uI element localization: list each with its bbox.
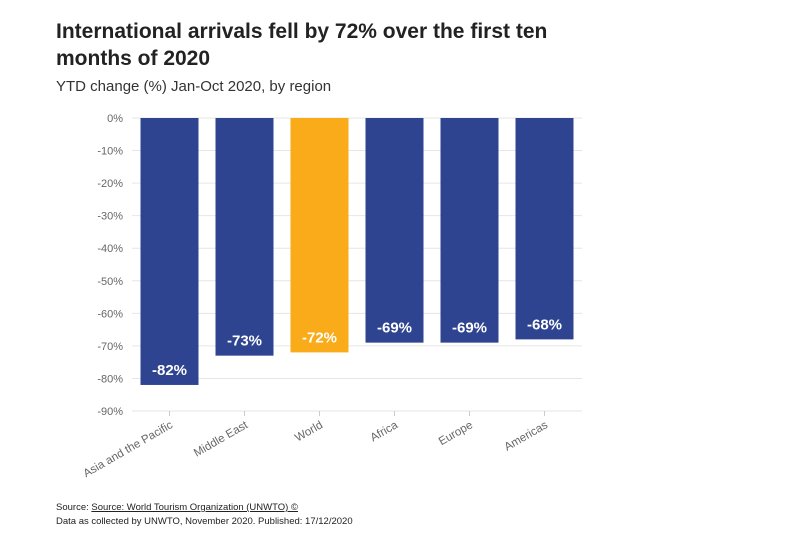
y-tick-label: -90% xyxy=(97,406,123,418)
y-axis-ticks: 0% -10% -20% -30% -40% -50% -60% -70% -80% -90% xyxy=(97,113,123,418)
y-tick-label: -70% xyxy=(97,341,123,353)
data-label: -72% xyxy=(302,329,337,346)
bar xyxy=(365,118,424,343)
x-tick-label: Middle East xyxy=(192,419,251,460)
y-tick-label: -50% xyxy=(97,276,123,288)
data-labels: -82% -73% -72% -69% -69% -68% xyxy=(152,316,562,379)
data-label: -82% xyxy=(152,362,187,379)
source-prefix: Source: xyxy=(56,502,92,513)
x-axis-ticks: Asia and the Pacific Middle East World Afri… xyxy=(82,411,550,480)
y-tick-label: -20% xyxy=(97,178,123,190)
bars xyxy=(140,118,574,385)
source-line: Source: Source: World Tourism Organizati… xyxy=(56,501,353,515)
data-label: -69% xyxy=(377,320,412,337)
source-link[interactable]: Source: World Tourism Organization (UNWT… xyxy=(91,502,298,513)
y-tick-label: -80% xyxy=(97,373,123,385)
x-tick-label: Asia and the Pacific xyxy=(82,419,176,480)
data-label: -73% xyxy=(227,333,262,350)
gridlines xyxy=(132,117,582,412)
chart-title: International arrivals fell by 72% over … xyxy=(56,20,548,70)
bar xyxy=(215,118,274,356)
bar xyxy=(140,118,199,385)
x-tick-label: Americas xyxy=(502,419,550,453)
bar xyxy=(290,118,349,353)
data-note: Data as collected by UNWTO, November 202… xyxy=(56,516,353,527)
x-tick-label: World xyxy=(293,419,325,444)
chart-subtitle: YTD change (%) Jan-Oct 2020, by region xyxy=(56,78,332,95)
y-tick-label: 0% xyxy=(107,113,123,125)
data-label: -68% xyxy=(527,316,562,333)
y-tick-label: -10% xyxy=(97,146,123,158)
bar-chart: 0% -10% -20% -30% -40% -50% -60% -70% -80% -90% -… xyxy=(82,113,582,480)
chart-footer: Source: Source: World Tourism Organizati… xyxy=(56,501,353,529)
y-tick-label: -30% xyxy=(97,211,123,223)
bar xyxy=(440,118,499,343)
x-tick-label: Africa xyxy=(369,419,401,444)
y-tick-label: -40% xyxy=(97,243,123,255)
x-tick-label: Europe xyxy=(437,419,475,448)
y-tick-label: -60% xyxy=(97,308,123,320)
data-label: -69% xyxy=(452,320,487,337)
bar xyxy=(515,118,574,340)
